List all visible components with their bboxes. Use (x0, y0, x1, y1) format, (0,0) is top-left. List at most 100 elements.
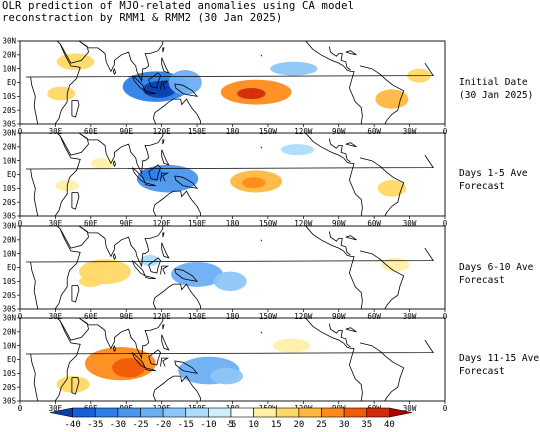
title-line1: OLR prediction of MJO-related anomalies … (2, 0, 355, 12)
coastline (144, 182, 156, 187)
coastline (305, 226, 355, 257)
coastline (345, 50, 357, 56)
panel-1-label: Initial Date (30 Jan 2025) (459, 76, 533, 102)
anomaly-blob (171, 261, 224, 287)
coastline (152, 204, 157, 216)
coastline (25, 41, 434, 124)
lon-label: 180 (226, 219, 240, 228)
colorbar-bin (253, 407, 277, 418)
colorbar-bin (72, 407, 96, 418)
coastline (160, 172, 170, 182)
panel-frame (19, 132, 446, 217)
lon-label: 0 (443, 219, 448, 228)
coastline (174, 268, 199, 282)
anomaly-blob (90, 157, 115, 169)
lon-label: 90E (119, 127, 133, 136)
panel-4-label-line1: Days 11-15 Ave (459, 353, 540, 364)
anomaly-blob (140, 255, 160, 267)
coastline (348, 348, 363, 401)
anomaly-blob (381, 257, 410, 272)
anomaly-blob (280, 144, 314, 156)
colorbar-bin (208, 407, 232, 418)
panel-2-label-line1: Days 1-5 Ave (459, 168, 528, 179)
coastline (154, 190, 202, 216)
lon-label: 120E (153, 312, 172, 321)
lon-label: 60W (367, 219, 381, 228)
anomaly-blob (168, 70, 202, 95)
lon-label: 120W (294, 312, 313, 321)
coastline (144, 367, 156, 372)
panel-3-label-line2: Forecast (459, 275, 505, 286)
coastline (154, 375, 202, 401)
lat-label: 20N (2, 50, 16, 59)
anomaly-blob (272, 338, 311, 353)
panel-2-label: Days 1-5 Ave Forecast (459, 167, 528, 193)
coastline (328, 323, 351, 348)
coastline (71, 377, 80, 395)
coastline (152, 112, 157, 124)
lon-label: 150E (188, 312, 207, 321)
panel-3-label-line1: Days 6-10 Ave (459, 262, 534, 273)
coastline (162, 232, 165, 238)
coastline (148, 72, 161, 89)
coastline (71, 192, 80, 210)
lon-label: 30W (403, 312, 417, 321)
map-panel-4: 30N20N10NEQ10S20S30S030E60E90E120E150E18… (2, 314, 447, 413)
coastline (359, 342, 405, 401)
anomaly-blob (270, 61, 318, 76)
lat-label: 30S (2, 305, 16, 314)
coastline (112, 345, 117, 352)
coastline (359, 157, 405, 216)
anomaly-blob (112, 358, 146, 378)
coastline (161, 242, 170, 259)
lon-label: 0 (443, 312, 448, 321)
coastline (348, 256, 363, 309)
coastline (305, 41, 355, 72)
colorbar-label: 20 (293, 420, 304, 430)
lon-label: 30W (403, 404, 417, 413)
coastline (144, 90, 156, 94)
anomaly-blob (241, 177, 266, 189)
colorbar-bin (162, 407, 187, 418)
colorbar-bin (185, 407, 209, 418)
lat-label: 20N (2, 235, 16, 244)
coastline (161, 334, 170, 351)
panel-frame (19, 40, 446, 125)
lon-label: 0 (18, 219, 23, 228)
colorbar: -40 -35 -30 -25 -20 -15 -10 -55 10 15 20 25 30 35 40 (49, 407, 413, 430)
panel-4-label-line2: Forecast (459, 366, 505, 377)
lon-label: 90W (332, 219, 346, 228)
coastline (71, 285, 80, 303)
anomaly-blob (210, 367, 244, 385)
lat-label: EQ (7, 355, 17, 364)
panel-4-label: Days 11-15 Ave Forecast (459, 352, 539, 378)
anomaly-blob (79, 275, 103, 287)
lon-label: 60W (367, 312, 381, 321)
coastline (25, 133, 434, 216)
lat-label: 10N (2, 341, 16, 350)
lat-label: 20S (2, 291, 16, 300)
colorbar-label: 35 (361, 420, 372, 430)
coastline (112, 253, 117, 260)
coastline (345, 327, 357, 333)
colorbar-bin (321, 407, 345, 418)
map-title: OLR prediction of MJO-related anomalies … (2, 0, 354, 24)
anomaly-blob (237, 88, 266, 100)
lon-label: 120W (294, 219, 313, 228)
coastline (260, 146, 263, 149)
coastline (174, 175, 199, 189)
anomaly-blob (140, 167, 165, 182)
lat-label: 10N (2, 156, 16, 165)
coastline (162, 324, 165, 330)
panel-2-label-line2: Forecast (459, 181, 505, 192)
panel-3-label: Days 6-10 Ave Forecast (459, 261, 533, 287)
colorbar-label: 25 (316, 420, 327, 430)
anomaly-field-3 (25, 226, 434, 309)
coastline (260, 54, 263, 57)
colorbar-bin (94, 407, 119, 418)
coastline (174, 83, 199, 97)
coastline (260, 331, 263, 334)
coastline (59, 41, 164, 83)
